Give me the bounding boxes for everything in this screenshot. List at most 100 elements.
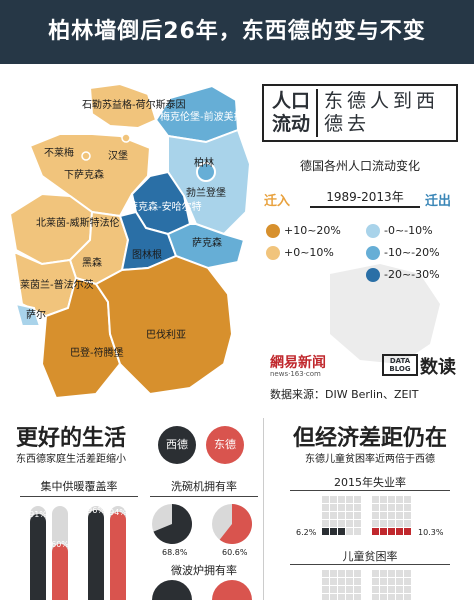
- label-bremen: 不莱梅: [44, 148, 74, 159]
- heating-chart-title: 集中供暖覆盖率: [40, 480, 118, 493]
- left-section-subtitle: 东西德家庭生活差距缩小: [16, 454, 126, 465]
- waffle-cell: [338, 586, 345, 593]
- waffle-cell: [396, 512, 403, 519]
- waffle-cell: [338, 520, 345, 527]
- unemployment-grid-east: [372, 496, 412, 540]
- waffle-cell: [388, 520, 395, 527]
- waffle-cell: [404, 570, 411, 577]
- dishwasher-chart-title: 洗碗机拥有率: [171, 480, 237, 493]
- unemployment-chart-rule: [290, 490, 450, 491]
- waffle-cell: [354, 594, 361, 600]
- germany-map: [8, 82, 440, 400]
- heat-value-4: 94%: [109, 508, 127, 517]
- waffle-cell: [338, 570, 345, 577]
- map-subtitle: 德国各州人口流动变化: [299, 159, 420, 173]
- legend-dot-4: [366, 246, 380, 260]
- unemployment-value-east: 10.3%: [418, 528, 444, 537]
- waffle-cell: [396, 570, 403, 577]
- waffle-cell: [396, 504, 403, 511]
- waffle-cell: [404, 528, 411, 535]
- waffle-cell: [330, 570, 337, 577]
- waffle-cell: [346, 528, 353, 535]
- page-title: 柏林墙倒后26年，东西德的变与不变: [48, 19, 426, 44]
- headline-right: 东德人到西德去: [324, 90, 440, 135]
- waffle-cell: [346, 512, 353, 519]
- microwave-pie-east: [212, 580, 252, 600]
- waffle-cell: [396, 496, 403, 503]
- state-bremen: [81, 151, 91, 161]
- label-saarland: 萨尔: [26, 310, 46, 321]
- unemployment-value-west: 6.2%: [296, 528, 317, 537]
- waffle-cell: [346, 504, 353, 511]
- section-divider: [263, 418, 264, 600]
- waffle-cell: [330, 496, 337, 503]
- waffle-cell: [388, 594, 395, 600]
- heat-bar-east-1: [52, 543, 68, 600]
- label-lower-saxony: 下萨克森: [64, 170, 104, 181]
- label-bavaria: 巴伐利亚: [146, 330, 186, 341]
- waffle-cell: [330, 512, 337, 519]
- state-hamburg: [121, 133, 131, 143]
- dishwasher-value-east: 60.6%: [222, 548, 248, 557]
- label-schleswig-holstein: 石勒苏益格-荷尔斯泰因: [82, 100, 186, 111]
- brand-netease-logo: 網易新闻: [270, 355, 326, 371]
- label-baden-wuerttemberg: 巴登-符腾堡: [70, 348, 124, 359]
- waffle-cell: [322, 528, 329, 535]
- waffle-cell: [396, 586, 403, 593]
- waffle-cell: [372, 520, 379, 527]
- waffle-cell: [372, 594, 379, 600]
- label-nrw: 北莱茵-威斯特法伦: [36, 218, 120, 229]
- waffle-cell: [330, 520, 337, 527]
- left-section-title: 更好的生活: [16, 426, 127, 451]
- state-schleswig-holstein: [88, 82, 158, 130]
- waffle-cell: [338, 512, 345, 519]
- waffle-cell: [354, 578, 361, 585]
- right-section-subtitle: 东德儿童贫困率近两倍于西德: [305, 454, 435, 465]
- legend-label-4: -10~-20%: [384, 246, 440, 259]
- heat-bar-east-2: [110, 511, 126, 600]
- waffle-cell: [388, 578, 395, 585]
- waffle-cell: [372, 528, 379, 535]
- waffle-cell: [346, 594, 353, 600]
- heat-bar-west-1: [30, 514, 46, 600]
- waffle-cell: [380, 512, 387, 519]
- waffle-cell: [388, 512, 395, 519]
- brand-netease-url: news·163·com: [270, 370, 321, 378]
- dishwasher-chart-rule: [150, 496, 258, 497]
- waffle-cell: [372, 570, 379, 577]
- legend-label-1: +10~20%: [284, 224, 341, 237]
- heat-value-3: 96%: [87, 506, 105, 515]
- waffle-cell: [322, 578, 329, 585]
- waffle-cell: [380, 496, 387, 503]
- microwave-pies: [152, 580, 252, 600]
- label-berlin: 柏林: [194, 158, 214, 169]
- label-brandenburg: 勃兰登堡: [186, 188, 226, 199]
- right-section-title: 但经济差距仍在: [292, 426, 447, 451]
- waffle-cell: [396, 578, 403, 585]
- map-silhouette: [330, 264, 440, 364]
- waffle-cell: [380, 570, 387, 577]
- dishwasher-pies: [152, 504, 252, 544]
- heat-value-2: 60%: [51, 540, 69, 549]
- waffle-cell: [388, 570, 395, 577]
- waffle-cell: [380, 578, 387, 585]
- waffle-cell: [372, 578, 379, 585]
- waffle-cell: [354, 496, 361, 503]
- waffle-cell: [330, 594, 337, 600]
- waffle-cell: [322, 496, 329, 503]
- label-in: 迁入: [264, 194, 291, 209]
- label-period: 1989-2013年: [310, 188, 420, 208]
- waffle-cell: [396, 520, 403, 527]
- waffle-cell: [322, 520, 329, 527]
- state-saarland: [14, 302, 42, 327]
- dishwasher-value-west: 68.8%: [162, 548, 188, 557]
- heat-value-1: 91%: [29, 510, 47, 519]
- legend-label-2: +0~10%: [284, 246, 334, 259]
- data-source: 数据来源：DIW Berlin、ZEIT: [270, 388, 419, 401]
- waffle-cell: [388, 504, 395, 511]
- waffle-cell: [354, 586, 361, 593]
- waffle-cell: [354, 520, 361, 527]
- microwave-pie-west: [152, 580, 192, 600]
- waffle-cell: [380, 520, 387, 527]
- waffle-cell: [338, 594, 345, 600]
